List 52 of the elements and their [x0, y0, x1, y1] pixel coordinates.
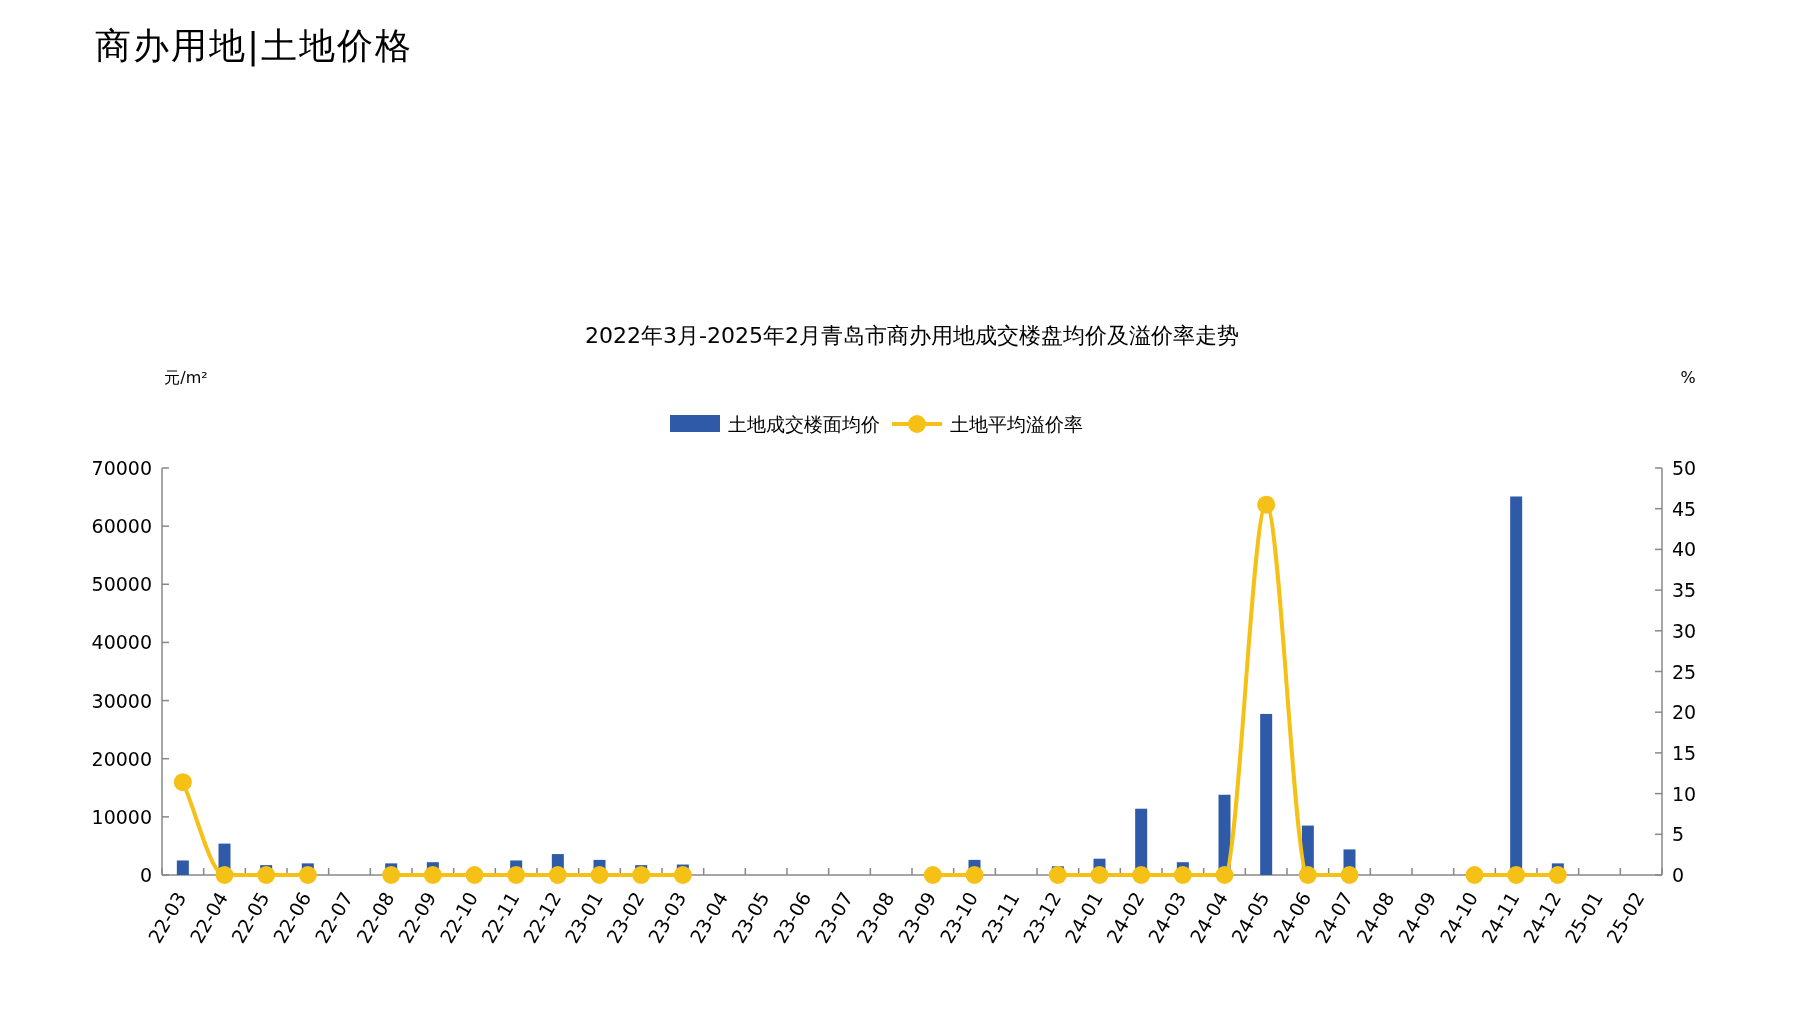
point [965, 866, 984, 884]
y2-tick-label: 35 [1672, 579, 1697, 602]
y-tick-label: 10000 [91, 805, 152, 828]
point [1132, 866, 1151, 884]
y-axis-title: 元/m² [164, 368, 208, 387]
point [507, 866, 526, 884]
y-tick-label: 0 [139, 864, 152, 886]
y2-tick-label: 15 [1672, 741, 1697, 764]
y2-tick-label: 20 [1672, 701, 1697, 724]
point [1257, 495, 1276, 514]
point [1507, 866, 1526, 884]
text: 商办用地|土地价格 [95, 25, 414, 67]
legend-label: 土地平均溢价率 [950, 413, 1083, 435]
point [1090, 866, 1109, 884]
bar [1260, 713, 1273, 875]
y-tick-label: 50000 [91, 573, 152, 596]
point [465, 866, 484, 884]
point [173, 773, 192, 792]
point [257, 866, 276, 884]
point [673, 866, 692, 884]
point [298, 866, 317, 884]
y2-tick-label: 40 [1672, 538, 1697, 561]
y-tick-label: 20000 [91, 747, 152, 770]
point [590, 866, 609, 884]
point [548, 866, 567, 884]
y2-tick-label: 10 [1672, 782, 1697, 805]
y-tick-label: 70000 [91, 457, 152, 479]
y2-tick-label: 45 [1672, 497, 1697, 520]
y2-tick-label: 50 [1672, 457, 1697, 479]
y-tick-label: 40000 [91, 631, 152, 654]
y2-tick-label: 30 [1672, 619, 1697, 642]
point [1548, 866, 1567, 884]
point [423, 866, 442, 884]
point [1048, 866, 1067, 884]
chart-title: 2022年3月-2025年2月青岛市商办用地成交楼盘均价及溢价率走势 [585, 323, 1239, 348]
point [1298, 866, 1317, 884]
point [632, 866, 651, 884]
point [382, 866, 401, 884]
point [923, 866, 942, 884]
y-tick-label: 30000 [91, 689, 152, 712]
point [215, 866, 234, 884]
y2-tick-label: 5 [1672, 823, 1685, 846]
y2-tick-label: 25 [1672, 660, 1697, 683]
y-tick-label: 60000 [91, 515, 152, 538]
legend-label: 土地成交楼面均价 [728, 413, 880, 435]
point [1173, 866, 1192, 884]
point [1340, 866, 1359, 884]
bar [176, 860, 189, 875]
y2-tick-label: 0 [1672, 864, 1685, 886]
y2-axis-title: % [1680, 368, 1696, 387]
point [1465, 866, 1484, 884]
point [1215, 866, 1234, 884]
